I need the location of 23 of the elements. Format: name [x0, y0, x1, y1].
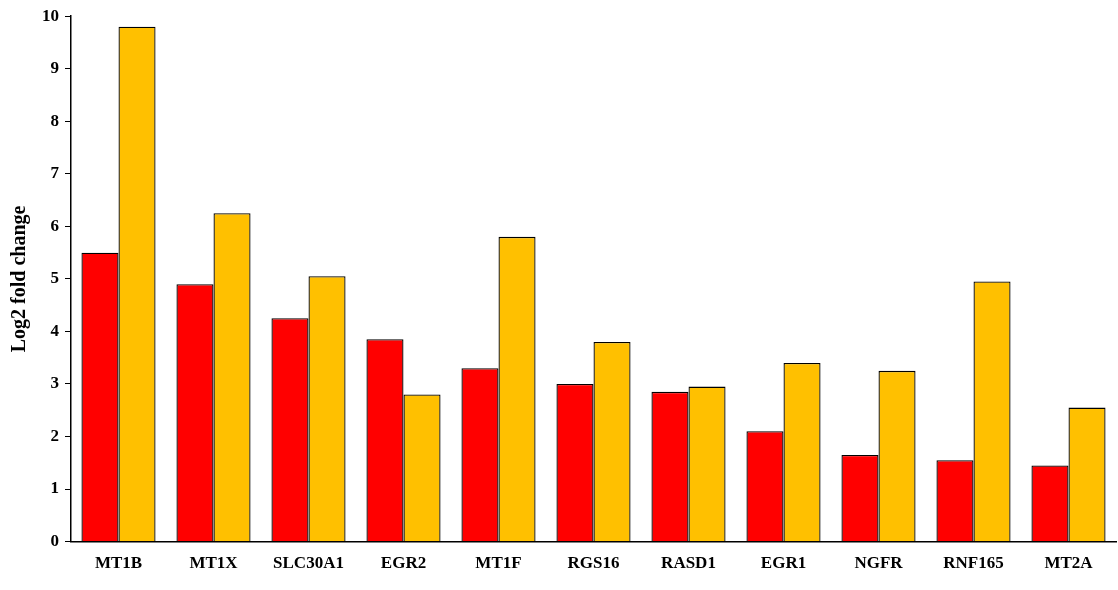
x-tick-label: EGR2 [380, 553, 427, 573]
y-tick-label: 2 [50, 425, 59, 445]
x-tick-label: MT1X [189, 553, 239, 573]
y-tick-label: 8 [50, 110, 59, 130]
y-tick-label: 5 [50, 268, 59, 288]
x-tick-label: EGR1 [760, 553, 807, 573]
x-tick-label: MT2A [1044, 553, 1094, 573]
x-tick-label: SLC30A1 [273, 553, 344, 573]
y-tick-label: 1 [50, 478, 59, 498]
x-tick-label: NGFR [854, 553, 904, 573]
x-tick-label: RNF165 [943, 553, 1004, 573]
y-tick-label: 9 [50, 58, 59, 78]
y-tick-label: 4 [50, 320, 60, 340]
y-tick-label: 7 [50, 163, 60, 183]
y-tick-label: 0 [50, 530, 59, 550]
y-tick-label: 6 [50, 215, 59, 235]
y-axis-title: Log2 fold change [7, 205, 31, 353]
x-tick-label: MT1B [94, 553, 143, 573]
x-tick-label: RASD1 [661, 553, 716, 573]
x-tick-label: RGS16 [567, 553, 620, 573]
y-tick-label: 3 [50, 373, 59, 393]
x-tick-label: MT1F [475, 553, 522, 573]
y-tick-label: 10 [42, 5, 59, 25]
